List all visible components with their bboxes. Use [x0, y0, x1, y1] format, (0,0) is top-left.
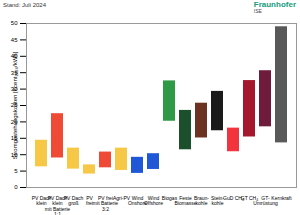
svg-text:Stromgestehungskosten [€cent₂₀: Stromgestehungskosten [€cent₂₀₂₄/kWh]	[12, 51, 18, 159]
html-text:klein: klein	[36, 200, 47, 207]
html-text:ISE: ISE	[253, 8, 262, 14]
html-text:PV Dach: PV Dach	[31, 195, 52, 202]
svg-text:5: 5	[14, 168, 18, 174]
svg-text:PV Dachgroß: PV Dachgroß	[64, 195, 84, 206]
html-text:GT CH₄ GT-: GT CH₄ GT-	[240, 195, 270, 202]
html-text:frei: frei	[86, 200, 93, 207]
html-text:PV Dach: PV Dach	[47, 195, 68, 202]
html-text:mit Batterie: mit Batterie	[92, 200, 119, 207]
svg-text:45: 45	[11, 37, 18, 43]
html-text:Stand: Juli 2024: Stand: Juli 2024	[3, 2, 46, 8]
html-text:PV frei: PV frei	[98, 195, 113, 202]
html-text:Agri-PV Wind: Agri-PV Wind	[112, 195, 144, 202]
html-text:Biogas Feste: Biogas Feste	[161, 195, 192, 202]
html-text:Biomasse: Biomasse	[174, 200, 197, 207]
svg-text:50: 50	[11, 20, 18, 26]
html-text:3:2: 3:2	[102, 205, 109, 212]
html-text:Onshore: Onshore	[127, 200, 148, 207]
html-text:kohle: kohle	[211, 200, 224, 207]
html-text:PV: PV	[86, 195, 93, 202]
html-text:Umrüstung: Umrüstung	[253, 200, 278, 207]
html-text:klein: klein	[52, 200, 63, 207]
svg-text:WindOffshore: WindOffshore	[144, 195, 163, 206]
svg-text:Kernkraft: Kernkraft	[271, 195, 292, 201]
html-text:Stein-: Stein-	[211, 195, 224, 202]
svg-text:GuD CH₄: GuD CH₄	[223, 195, 244, 202]
svg-text:Braun-kohle: Braun-kohle	[194, 195, 209, 206]
svg-text:0: 0	[14, 184, 18, 190]
html-text:Fraunhofer: Fraunhofer	[253, 0, 296, 9]
